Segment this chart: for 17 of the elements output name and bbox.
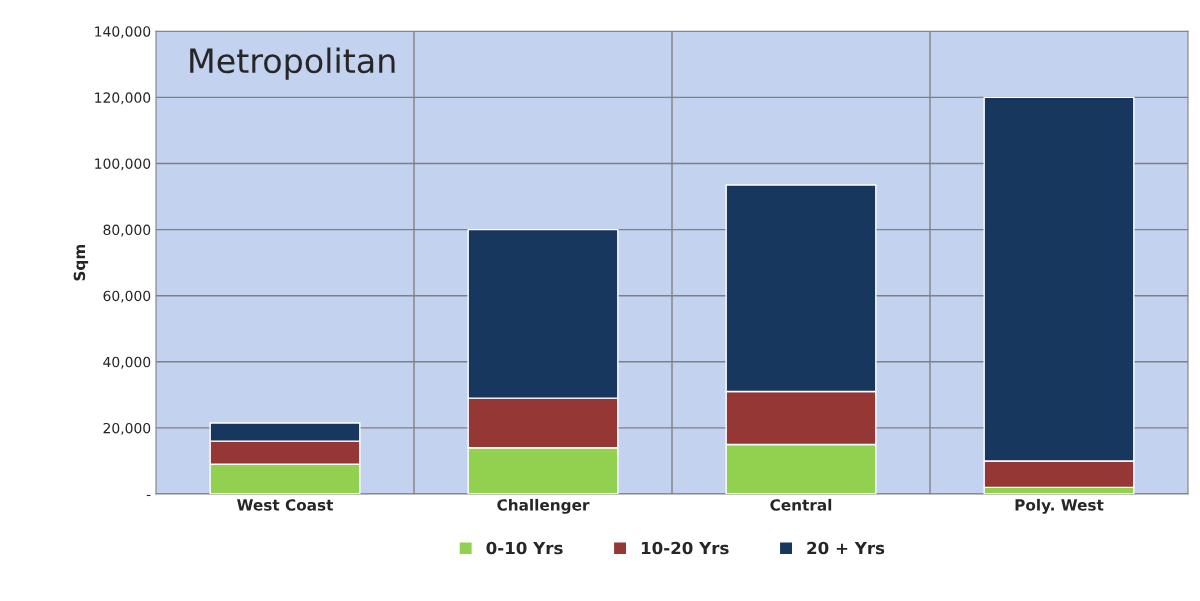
y-axis-title: Sqm: [73, 244, 89, 281]
y-tick-label: 140,000: [95, 26, 151, 39]
legend-label: 20 + Yrs: [807, 541, 885, 555]
y-tick-label: 80,000: [103, 224, 151, 237]
chart-title: Metropolitan: [190, 47, 395, 80]
x-tick-label: Challenger: [497, 498, 590, 514]
legend-label: 10-20 Yrs: [641, 541, 729, 555]
x-tick-label: Poly. West: [1015, 498, 1104, 514]
y-tick-label: 60,000: [103, 290, 151, 303]
y-tick-label: 120,000: [95, 92, 151, 105]
y-tick-label: -: [146, 494, 151, 497]
y-tick-label: 40,000: [103, 356, 151, 369]
y-tick-label: 20,000: [103, 422, 151, 435]
legend-label: 0-10 Yrs: [486, 541, 563, 555]
y-tick-label: 100,000: [95, 158, 151, 171]
x-tick-label: Central: [770, 498, 832, 511]
x-tick-label: West Coast: [237, 499, 334, 511]
